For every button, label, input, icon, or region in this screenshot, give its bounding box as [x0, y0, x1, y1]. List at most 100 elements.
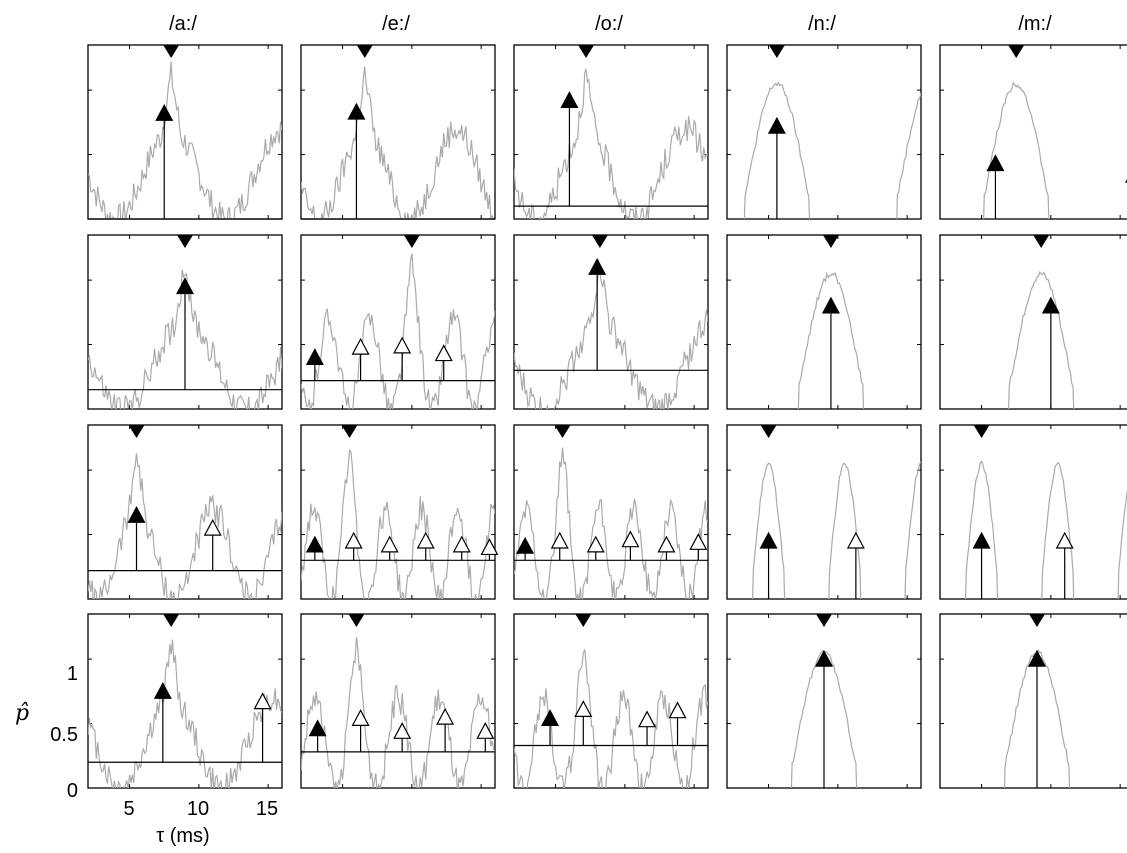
true-period-marker	[403, 235, 420, 248]
candidate-peak-marker	[1055, 531, 1074, 549]
panel-grid	[87, 44, 1127, 789]
true-period-marker	[554, 425, 571, 438]
panel-frame	[939, 234, 1127, 410]
correlation-curve	[1008, 270, 1075, 409]
true-period-marker	[816, 614, 832, 627]
selected-peak-marker	[815, 649, 833, 667]
true-period-marker	[1008, 45, 1025, 58]
column-titles: /a:/ /e:/ /o:/ /n:/ /m:/	[169, 13, 1052, 35]
correlation-curve	[301, 66, 495, 219]
candidate-peak-marker	[476, 722, 495, 739]
selected-peak-marker	[972, 531, 991, 549]
selected-peak-marker	[347, 102, 366, 120]
correlation-curve	[88, 269, 282, 409]
panel-frame	[300, 424, 496, 600]
column-title-m: /m:/	[1018, 13, 1052, 35]
selected-peak-marker	[759, 531, 778, 549]
selected-peak-marker	[176, 277, 194, 295]
panel-frame	[87, 424, 283, 600]
candidate-peak-marker	[846, 531, 865, 549]
correlation-curve	[88, 639, 282, 788]
candidate-peak-marker	[351, 709, 370, 727]
panel-frame	[726, 234, 922, 410]
column-title-a: /a:/	[169, 13, 197, 35]
candidate-peak-marker	[253, 692, 272, 710]
true-period-marker	[973, 425, 990, 438]
correlation-curve	[88, 61, 282, 219]
panel-frame	[939, 613, 1127, 789]
selected-peak-marker	[308, 719, 327, 737]
selected-peak-marker	[155, 104, 174, 121]
panel-r0-c3	[726, 44, 922, 220]
panel-r1-c1	[300, 234, 496, 410]
selected-peak-marker	[516, 536, 535, 554]
panel-r3-c2	[513, 613, 709, 789]
selected-peak-marker	[305, 348, 324, 366]
candidate-peak-marker	[393, 336, 412, 354]
panel-r1-c3	[726, 234, 922, 410]
panel-r3-c0	[87, 613, 283, 789]
x-tick-label-5: 5	[123, 798, 134, 820]
correlation-curve	[751, 461, 921, 599]
true-period-marker	[356, 45, 373, 58]
column-title-e: /e:/	[382, 13, 410, 35]
selected-peak-marker	[153, 682, 172, 699]
candidate-peak-marker	[668, 701, 687, 719]
panel-r0-c4	[939, 44, 1127, 220]
true-period-marker	[177, 235, 193, 248]
panel-r0-c1	[300, 44, 496, 220]
true-period-marker	[341, 425, 358, 438]
correlation-curve	[514, 649, 708, 788]
panel-frame	[87, 44, 283, 220]
true-period-marker	[822, 235, 839, 248]
selected-peak-marker	[305, 535, 324, 553]
correlation-curve	[743, 81, 921, 219]
panel-r0-c0	[87, 44, 283, 220]
panel-frame	[87, 613, 283, 789]
panel-frame	[726, 424, 922, 600]
correlation-curve	[514, 259, 708, 409]
selected-peak-marker	[767, 116, 786, 134]
panel-r0-c2	[513, 44, 709, 220]
correlation-curve	[88, 453, 282, 599]
true-period-marker	[760, 425, 777, 438]
panel-frame	[513, 424, 709, 600]
panel-frame	[939, 424, 1127, 600]
candidate-peak-marker	[657, 535, 676, 553]
panel-r2-c1	[300, 424, 499, 600]
correlation-curve	[797, 271, 865, 409]
panel-r3-c3	[726, 613, 922, 789]
true-period-marker	[1033, 235, 1050, 248]
selected-peak-marker	[821, 296, 840, 314]
candidate-peak-marker	[638, 710, 657, 728]
candidate-peak-marker	[689, 533, 708, 550]
candidate-peak-marker	[480, 538, 499, 556]
candidate-peak-marker	[416, 531, 435, 549]
candidate-peak-marker	[436, 707, 455, 725]
panel-r2-c4	[939, 424, 1127, 600]
x-tick-label-15: 15	[256, 798, 278, 820]
y-tick-label-1: 1	[67, 663, 78, 685]
x-tick-label-10: 10	[187, 798, 209, 820]
true-period-marker	[578, 45, 595, 58]
y-axis-label: p̂	[15, 701, 29, 726]
panel-frame	[726, 44, 922, 220]
selected-peak-marker	[588, 257, 607, 275]
true-period-marker	[591, 235, 608, 248]
y-tick-label-0.5: 0.5	[50, 724, 78, 746]
panel-r3-c1	[300, 613, 496, 789]
panel-frame	[513, 613, 709, 789]
panel-frame	[513, 234, 709, 410]
panel-frame	[939, 44, 1127, 220]
panel-r1-c4	[939, 234, 1127, 410]
selected-peak-marker	[1041, 296, 1060, 314]
candidate-peak-marker	[574, 700, 593, 717]
true-period-marker	[163, 45, 180, 58]
true-period-marker	[768, 45, 785, 58]
panel-r1-c2	[513, 234, 709, 410]
panel-r2-c3	[726, 424, 922, 600]
candidate-peak-marker	[452, 535, 471, 553]
selected-peak-marker	[127, 505, 146, 523]
candidate-peak-marker	[203, 518, 222, 536]
